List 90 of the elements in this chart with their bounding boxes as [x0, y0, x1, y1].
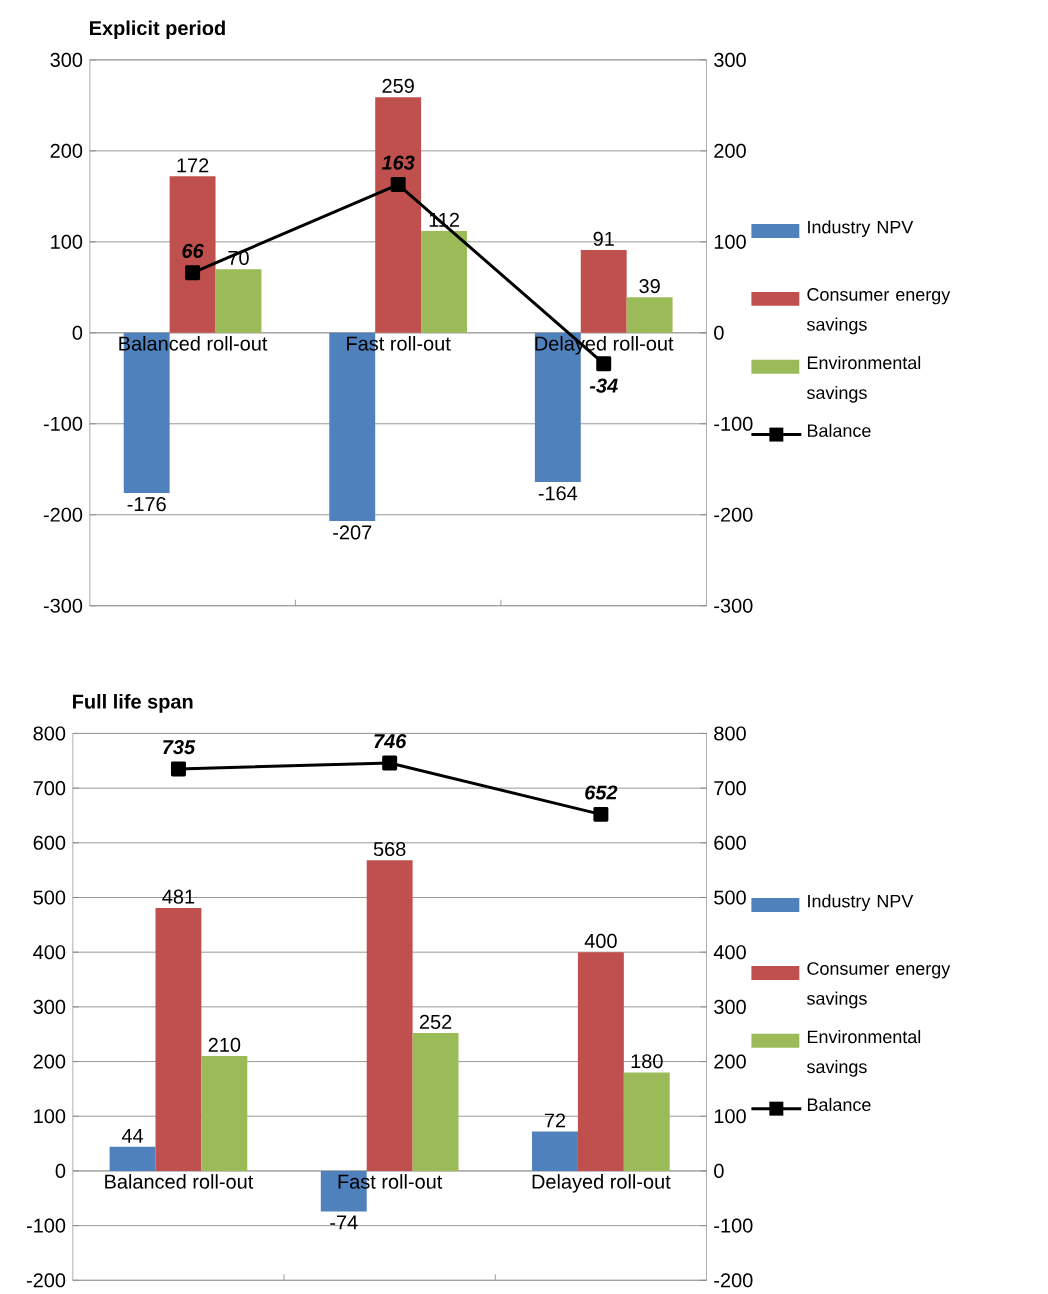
y-tick-label: 0: [55, 1163, 66, 1178]
legend-label: Environmental savings: [807, 355, 921, 403]
bar: [366, 860, 413, 1171]
data-label: 72: [545, 1113, 566, 1128]
y2-tick-label: 700: [714, 781, 746, 796]
y-tick-label: 400: [33, 945, 66, 960]
y-tick-label: 700: [33, 781, 66, 796]
legend-label: Industry NPV: [808, 220, 914, 237]
y-tick-label: 800: [33, 726, 66, 741]
data-label: 172: [177, 158, 209, 173]
data-label: 163: [381, 155, 415, 170]
y2-tick-label: -300: [714, 598, 753, 613]
data-label: 180: [631, 1054, 663, 1069]
y2-tick-label: 400: [713, 945, 746, 960]
y-tick-label: 0: [72, 325, 83, 340]
data-label: -34: [589, 378, 618, 393]
data-label: 252: [420, 1014, 452, 1029]
y2-tick-label: 300: [714, 52, 746, 67]
y2-tick-label: 600: [714, 835, 746, 850]
x-tick-label: Delayed roll-out: [532, 1174, 671, 1193]
bar: [421, 230, 468, 333]
point: [171, 761, 187, 777]
y2-tick-label: -100: [714, 1218, 753, 1233]
y-tick-label: 200: [50, 143, 83, 158]
bar: [580, 250, 627, 333]
y-tick-label: 500: [33, 890, 66, 905]
y2-tick-label: -200: [714, 507, 753, 522]
data-label: 735: [163, 740, 196, 755]
data-label: -176: [127, 497, 166, 512]
y-tick-label: 300: [33, 999, 66, 1014]
y2-tick-label: 0: [714, 325, 724, 340]
bar: [201, 1056, 248, 1171]
bar: [109, 1146, 156, 1171]
bar: [169, 176, 216, 333]
bar: [215, 269, 262, 333]
y2-tick-label: 100: [714, 234, 746, 249]
data-label: 400: [584, 933, 617, 948]
chart-title: Explicit period: [90, 20, 225, 40]
point: [382, 755, 398, 771]
data-label: -207: [333, 525, 372, 540]
data-label: 44: [122, 1128, 144, 1143]
bar: [375, 97, 422, 333]
chart-title: Full life span: [73, 694, 193, 713]
legend-label: Consumer energy savings: [807, 962, 951, 1009]
data-label: 39: [639, 279, 660, 294]
y-tick-label: 100: [34, 1109, 66, 1124]
bar: [578, 952, 624, 1171]
legend-label: Balance: [808, 1097, 871, 1112]
bar: [623, 1072, 670, 1171]
bar: [626, 297, 673, 333]
y-tick-label: 200: [33, 1054, 66, 1069]
data-label: -164: [538, 486, 578, 501]
data-label: 568: [373, 842, 406, 857]
legend-label: Consumer energy savings: [807, 288, 951, 335]
data-label: 652: [585, 785, 618, 800]
y-tick-label: 100: [51, 234, 83, 249]
y2-tick-label: 200: [714, 1054, 746, 1069]
y2-tick-label: 500: [714, 890, 746, 905]
y2-tick-label: 200: [714, 143, 746, 158]
legend-label: Environmental savings: [807, 1030, 921, 1077]
data-label: 210: [208, 1037, 241, 1052]
data-label: 481: [162, 889, 195, 904]
data-label: 91: [593, 231, 614, 246]
y2-tick-label: 0: [714, 1163, 724, 1178]
data-label: 259: [382, 78, 414, 93]
legend-label: Industry NPV: [808, 894, 914, 912]
point: [593, 806, 609, 822]
y2-tick-label: -200: [714, 1273, 753, 1288]
y2-tick-label: -100: [714, 416, 753, 431]
point: [185, 265, 201, 281]
y-tick-label: 300: [50, 52, 83, 67]
bar: [532, 1131, 579, 1171]
y-tick-label: -200: [27, 1273, 66, 1288]
point: [390, 177, 406, 193]
y2-tick-label: 800: [714, 726, 746, 741]
y2-tick-label: 300: [714, 999, 746, 1014]
point: [596, 356, 612, 372]
data-label: 66: [182, 243, 204, 258]
y2-tick-label: 100: [714, 1109, 746, 1124]
y-tick-label: 600: [33, 835, 66, 850]
y-tick-label: -100: [44, 416, 83, 431]
data-label: -74: [330, 1215, 358, 1230]
legend-label: Balance: [808, 423, 871, 437]
bar: [412, 1033, 459, 1171]
data-label: 746: [374, 734, 407, 749]
y-tick-label: -100: [27, 1218, 66, 1233]
y-tick-label: -200: [44, 507, 83, 522]
x-tick-label: Balanced roll-out: [105, 1174, 254, 1189]
y-tick-label: -300: [44, 598, 83, 613]
bar: [155, 907, 202, 1171]
